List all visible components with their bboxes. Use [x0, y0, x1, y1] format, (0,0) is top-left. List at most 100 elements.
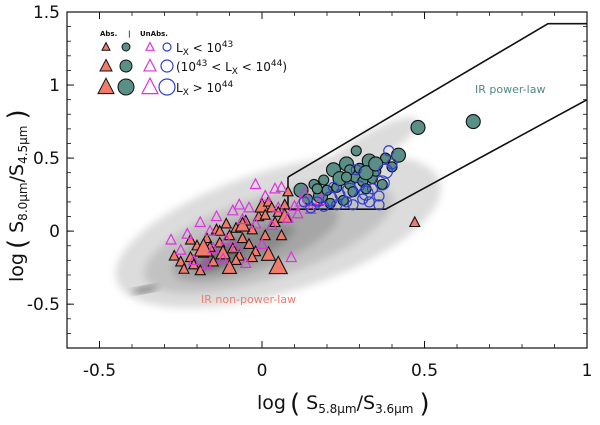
data-point — [272, 200, 285, 213]
data-point — [184, 233, 197, 245]
data-point — [165, 233, 177, 245]
data-point — [207, 255, 220, 267]
x-axis-label: log(S5.8μm/S3.6μm) — [257, 389, 430, 419]
data-point — [260, 245, 277, 261]
data-point — [220, 233, 233, 245]
data-point — [269, 181, 281, 194]
data-point — [220, 217, 233, 229]
data-point — [282, 211, 294, 223]
data-point — [305, 202, 317, 214]
y-tick-label: -0.5 — [27, 295, 60, 315]
data-point — [347, 199, 359, 211]
data-point — [174, 255, 187, 267]
data-point — [204, 224, 216, 236]
data-point — [275, 180, 288, 193]
data-point — [465, 114, 481, 130]
data-point — [386, 158, 398, 170]
legend-unabs-triangle — [145, 41, 155, 51]
data-point — [350, 164, 362, 176]
data-point — [358, 165, 374, 181]
x-tick-label: 0 — [257, 361, 268, 381]
data-point — [187, 253, 200, 266]
y-tick-label: 1.5 — [33, 3, 60, 23]
legend-unabs-circle — [158, 78, 176, 96]
data-point — [174, 243, 187, 255]
data-point — [383, 145, 395, 157]
data-point — [324, 197, 336, 209]
data-points — [165, 114, 481, 276]
legend-abs-triangle — [99, 58, 113, 72]
data-point — [226, 203, 239, 216]
legend-header-abs: Abs. — [100, 30, 117, 38]
data-point — [373, 190, 385, 202]
legend-markers — [97, 41, 176, 96]
legend-abs-circle — [117, 78, 135, 96]
data-point — [373, 199, 385, 211]
data-point — [215, 244, 231, 260]
data-point — [350, 145, 362, 157]
data-point — [249, 217, 262, 229]
data-point — [234, 216, 251, 232]
data-point — [200, 257, 213, 270]
data-point — [230, 253, 242, 266]
legend-unabs-circle — [162, 42, 172, 52]
density-level-7 — [132, 285, 158, 294]
data-point — [285, 250, 298, 263]
data-point — [374, 175, 390, 191]
data-point — [377, 163, 394, 179]
data-point — [246, 250, 259, 263]
data-point — [268, 255, 289, 275]
legend-abs-triangle — [101, 41, 111, 51]
legend-unabs-circle — [160, 59, 174, 73]
x-tick-label: -0.5 — [83, 361, 116, 381]
data-point — [259, 208, 272, 220]
data-point — [243, 237, 255, 249]
wedge-line-upper — [287, 22, 587, 178]
ir-powerlaw-annotation: IR power-law — [475, 83, 545, 96]
data-point — [321, 184, 333, 196]
data-point — [243, 200, 255, 213]
data-point — [249, 177, 262, 190]
legend-abs-circle — [121, 42, 131, 52]
series-unabs-circles — [298, 145, 398, 214]
data-point — [194, 263, 207, 276]
legend-header-sep: | — [128, 30, 131, 39]
ir-nonpowerlaw-annotation: IR non-power-law — [201, 293, 296, 306]
legend-row-1: LX < 1043 — [176, 40, 233, 58]
legend-row-2: (1043 < LX < 1044) — [176, 59, 287, 77]
series-abs-triangles — [168, 184, 421, 276]
legend-unabs-triangle — [141, 76, 159, 95]
data-point — [376, 178, 388, 190]
data-point — [327, 181, 340, 193]
data-point — [194, 215, 207, 228]
legend-abs-circle — [119, 59, 133, 73]
series-unabs-triangles — [165, 177, 327, 270]
data-point — [311, 183, 323, 195]
data-point — [217, 252, 229, 264]
data-point — [210, 209, 223, 222]
x-tick-label: 0.5 — [411, 361, 438, 381]
data-point — [259, 228, 272, 241]
data-point — [207, 241, 220, 254]
legend-header-unabs: UnAbs. — [140, 30, 168, 38]
data-point — [318, 174, 330, 186]
y-tick-label: 1 — [49, 76, 60, 96]
data-point — [265, 218, 278, 231]
data-point — [357, 193, 369, 205]
y-tick-label: 0 — [49, 222, 60, 242]
data-point — [213, 224, 226, 236]
data-point — [410, 119, 426, 135]
data-point — [168, 249, 181, 261]
data-point — [256, 237, 268, 250]
data-point — [233, 198, 246, 210]
data-point — [236, 231, 249, 244]
data-point — [178, 262, 190, 274]
data-point — [368, 156, 384, 172]
legend-row-3: LX > 1044 — [176, 80, 234, 98]
axis-ticks: -0.5 0 0.5 1 -0.5 0 0.5 1 1.5 — [27, 3, 593, 381]
data-point — [181, 227, 194, 239]
data-point — [236, 212, 249, 225]
wedge-line-lower — [288, 98, 587, 211]
